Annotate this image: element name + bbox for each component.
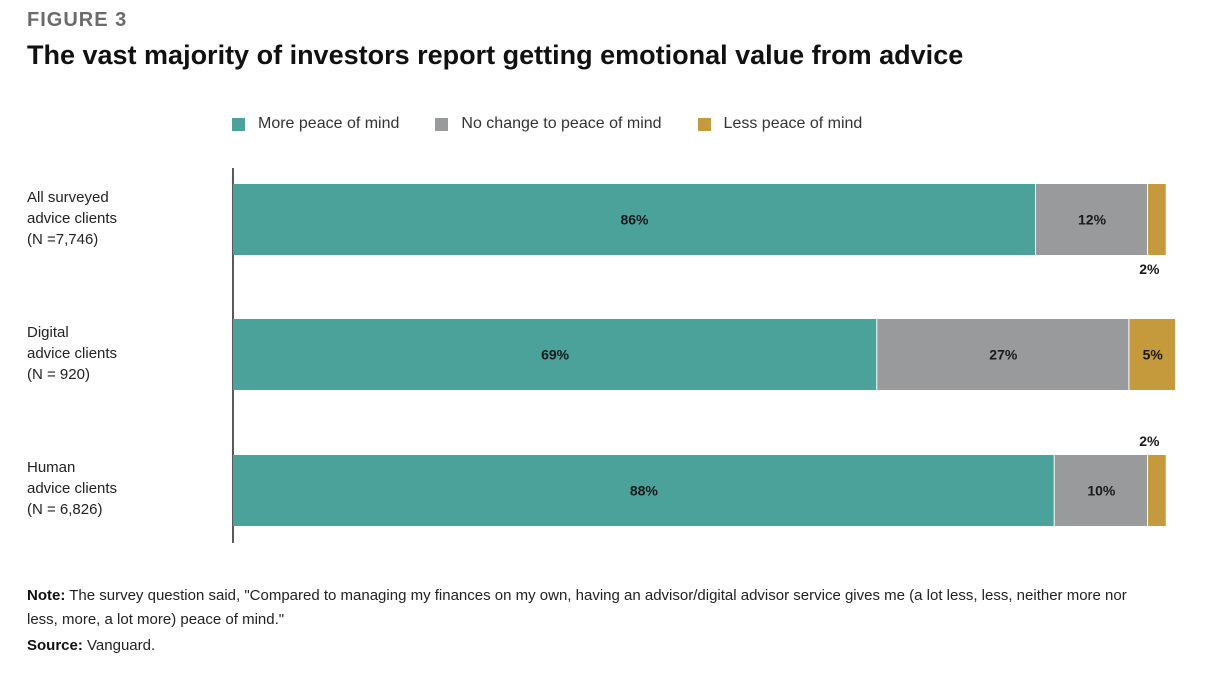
bar-no-change-1 <box>877 319 1129 390</box>
bar-more-1 <box>233 319 877 390</box>
category-label-all: All surveyed advice clients (N =7,746) <box>27 189 118 248</box>
legend-item-less: Less peace of mind <box>697 115 863 133</box>
legend-label-no-change: No change to peace of mind <box>461 115 662 132</box>
note-text: The survey question said, "Compared to m… <box>27 587 1127 628</box>
bar-less-0 <box>1148 184 1166 255</box>
data-label-more-1: 69% <box>541 347 570 363</box>
source: Source: Vanguard. <box>27 637 155 654</box>
category-label-human: Human advice clients (N = 6,826) <box>27 459 118 518</box>
note: Note: The survey question said, "Compare… <box>27 584 1147 632</box>
bar-less-1 <box>1129 319 1176 390</box>
bar-more-2 <box>233 455 1054 526</box>
note-label: Note: <box>27 587 66 604</box>
bar-more-0 <box>233 184 1035 255</box>
bar-no-change-0 <box>1036 184 1148 255</box>
chart-title: The vast majority of investors report ge… <box>27 40 964 70</box>
category-label-digital: Digital advice clients (N = 920) <box>27 324 118 383</box>
data-label-no-change-1: 27% <box>989 347 1018 363</box>
data-label-more-0: 86% <box>620 212 649 228</box>
data-label-less-1: 5% <box>1143 347 1164 363</box>
data-label-no-change-2: 10% <box>1087 483 1116 499</box>
data-label-more-2: 88% <box>630 483 659 499</box>
data-label-no-change-0: 12% <box>1078 212 1107 228</box>
legend: More peace of mind No change to peace of… <box>232 115 898 133</box>
source-label: Source: <box>27 637 83 654</box>
legend-label-less: Less peace of mind <box>723 115 863 132</box>
legend-item-no-change: No change to peace of mind <box>435 115 662 133</box>
legend-item-more: More peace of mind <box>232 115 399 133</box>
source-text: Vanguard. <box>87 637 156 654</box>
legend-label-more: More peace of mind <box>258 115 400 132</box>
data-label-less-2: 2% <box>1139 433 1160 449</box>
bar-no-change-2 <box>1054 455 1148 526</box>
legend-swatch-more <box>232 117 245 131</box>
figure-label: FIGURE 3 <box>27 9 128 31</box>
legend-swatch-no-change <box>435 117 449 131</box>
bar-less-2 <box>1148 455 1166 526</box>
data-label-less-0: 2% <box>1139 261 1160 277</box>
legend-swatch-less <box>697 117 711 131</box>
